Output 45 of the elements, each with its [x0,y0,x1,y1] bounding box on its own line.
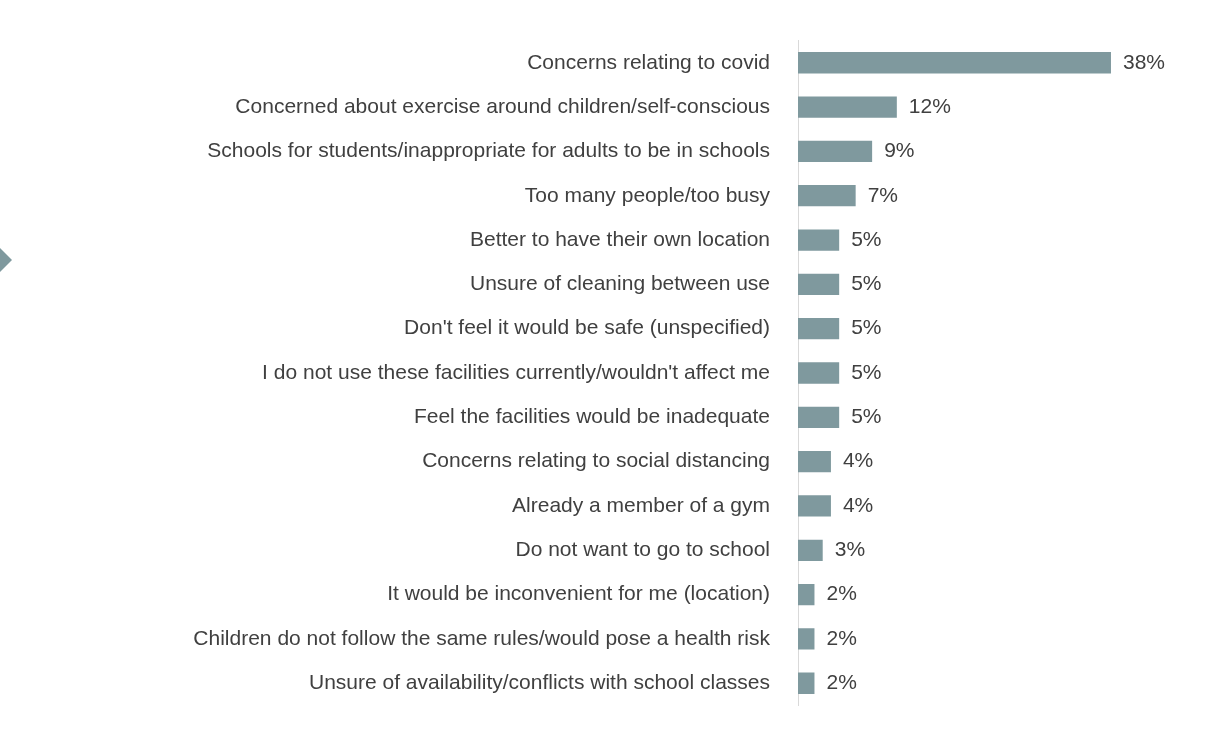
data-label: 7% [867,182,899,206]
data-label: 2% [826,625,857,649]
bar [798,672,815,694]
bar [798,583,815,606]
data-label: 2% [826,670,857,694]
bar [798,229,840,251]
bar [798,362,840,384]
y-tick-label: Children do not follow the same rules/would pose a health risk [193,625,771,649]
y-tick-label: Don't feel it would be safe (unspecified) [404,315,770,339]
y-tick-label: Schools for students/inappropriate for adults to be in schools [207,138,770,162]
data-label: 9% [884,138,915,162]
data-label: 2% [826,581,857,605]
y-tick-label: Concerns relating to social distancing [422,448,770,472]
y-tick-label: Too many people/too busy [524,182,771,206]
y-tick-label: Unsure of availability/conflicts with school classes [308,670,770,694]
bar [798,52,1111,74]
data-label: 12% [908,93,951,117]
y-tick-label: I do not use these facilities currently/wouldn't affect me [262,359,770,383]
y-tick-label: Better to have their own location [469,226,770,250]
data-label: 5% [851,315,882,339]
data-label: 5% [851,226,882,250]
data-label: 3% [834,537,866,561]
y-tick-label: It would be inconvenient for me (location) [387,581,770,605]
bar [798,318,840,340]
data-label: 5% [851,271,882,295]
data-label: 5% [851,359,882,383]
bar [798,628,815,650]
data-label: 38% [1122,49,1166,73]
y-tick-label: Already a member of a gym [512,492,770,516]
y-tick-label: Do not want to go to school [515,537,770,561]
data-label: 4% [842,492,874,516]
y-tick-label: Unsure of cleaning between use [469,271,770,295]
data-label: 4% [842,448,874,472]
data-label: 5% [851,404,882,428]
bar [798,96,897,118]
y-tick-label: Concerns relating to covid [527,49,770,73]
bar [798,539,823,561]
y-tick-label: Concerned about exercise around children/self-conscious [235,93,770,117]
bar [798,273,840,295]
bar [798,406,840,428]
bar [798,140,873,163]
bar [798,451,831,473]
y-tick-label: Feel the facilities would be inadequate [413,404,770,428]
bar [798,495,831,517]
bar [798,185,856,207]
